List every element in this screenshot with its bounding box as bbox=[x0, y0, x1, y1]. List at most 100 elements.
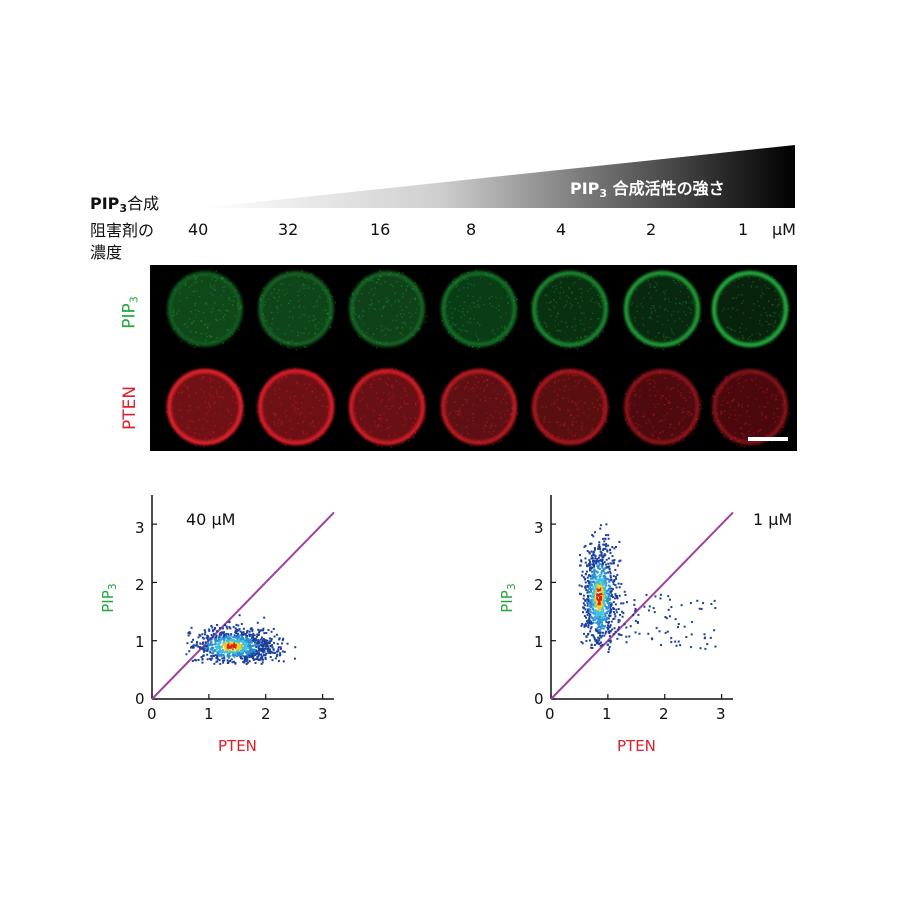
pten-cell-speckle bbox=[763, 406, 765, 408]
pip3-cell-speckle bbox=[166, 312, 169, 315]
scatter-point bbox=[213, 628, 216, 631]
scatter-point bbox=[217, 638, 220, 641]
scatter-point bbox=[601, 602, 604, 605]
scatter-point bbox=[599, 548, 602, 551]
pten-cell-speckle bbox=[492, 443, 495, 446]
scatter-point bbox=[227, 646, 230, 649]
scatter-point bbox=[602, 575, 605, 578]
pip3-cell-speckle bbox=[677, 310, 679, 313]
scatter-point bbox=[246, 658, 249, 661]
scatter-point bbox=[609, 551, 612, 554]
pip3-cell-speckle bbox=[313, 306, 315, 308]
pten-cell-speckle bbox=[449, 384, 452, 386]
pten-cell-membrane bbox=[623, 368, 701, 446]
pip3-cell-speckle bbox=[330, 316, 332, 319]
scatter-point bbox=[248, 644, 251, 647]
pten-cell-speckle bbox=[477, 381, 480, 384]
pip3-cell-speckle bbox=[546, 334, 548, 336]
scatter-point bbox=[253, 641, 256, 644]
pten-cell-speckle bbox=[629, 408, 631, 410]
pip3-cell-speckle bbox=[569, 307, 572, 309]
pip3-cell-speckle bbox=[752, 309, 754, 312]
pten-cell-speckle bbox=[581, 425, 583, 427]
pten-cell-speckle bbox=[388, 443, 390, 445]
pip3-cell-speckle bbox=[303, 306, 305, 308]
scatter-point bbox=[248, 635, 251, 638]
scatter-point bbox=[232, 625, 235, 628]
pip3-cell-speckle bbox=[730, 336, 732, 338]
pten-cell-speckle bbox=[738, 404, 740, 407]
pten-cell-speckle bbox=[483, 430, 486, 433]
pten-cell-speckle bbox=[781, 421, 783, 424]
scatter-point bbox=[596, 610, 599, 613]
pip3-cell-speckle bbox=[579, 336, 582, 339]
scatter-point bbox=[219, 633, 222, 636]
scatter-point bbox=[286, 642, 289, 645]
pten-cell-speckle bbox=[483, 380, 485, 383]
scatter-point bbox=[599, 587, 602, 590]
pip3-cell-speckle bbox=[566, 300, 568, 303]
scatter-point bbox=[277, 660, 280, 663]
scatter-point bbox=[227, 656, 230, 659]
scatter-point bbox=[583, 604, 586, 607]
pip3-cell-speckle bbox=[196, 281, 198, 284]
pip3-cell-speckle bbox=[513, 304, 515, 306]
pten-cell-speckle bbox=[388, 435, 391, 437]
pten-cell-speckle bbox=[270, 434, 273, 436]
pten-cell-speckle bbox=[761, 418, 763, 421]
scatter-point bbox=[590, 580, 593, 583]
pten-cell-speckle bbox=[579, 441, 581, 444]
pip3-cell-speckle bbox=[545, 322, 547, 325]
pip3-cell-speckle bbox=[211, 287, 214, 289]
pip3-cell-speckle bbox=[643, 297, 645, 299]
pip3-cell-speckle bbox=[263, 319, 265, 322]
scatter-point bbox=[583, 624, 586, 627]
pten-cell-speckle bbox=[558, 407, 561, 410]
scatter-point bbox=[240, 640, 243, 643]
scatter-point bbox=[254, 644, 257, 647]
pip3-cell-speckle bbox=[196, 344, 198, 346]
pten-cell-speckle bbox=[652, 414, 654, 416]
scatter-point bbox=[242, 633, 245, 636]
pip3-cell-speckle bbox=[425, 315, 428, 318]
pten-cell-speckle bbox=[186, 434, 188, 437]
pten-cell-speckle bbox=[455, 387, 457, 389]
pip3-cell-speckle bbox=[172, 311, 175, 313]
pten-cell-speckle bbox=[263, 426, 266, 429]
pip3-cell-membrane bbox=[531, 270, 609, 348]
pip3-cell-speckle bbox=[288, 340, 291, 343]
pip3-cell-speckle bbox=[368, 291, 370, 294]
scatter-point bbox=[231, 645, 234, 648]
pten-cell-speckle bbox=[294, 395, 296, 397]
pten-cell-speckle bbox=[294, 440, 297, 443]
scatter-point bbox=[257, 639, 260, 642]
pten-cell-speckle bbox=[302, 421, 304, 423]
scatter-point bbox=[618, 586, 621, 589]
row-label-pip3-main: PIP bbox=[119, 303, 140, 329]
scatter-point bbox=[617, 626, 620, 629]
pten-cell-speckle bbox=[294, 367, 296, 370]
scatter-point bbox=[594, 595, 597, 598]
pten-cell-speckle bbox=[649, 389, 651, 391]
scatter-point bbox=[241, 657, 244, 660]
pten-cell-speckle bbox=[183, 384, 186, 387]
scatter-point bbox=[593, 590, 596, 593]
scatter-point bbox=[609, 630, 612, 633]
pten-cell-speckle bbox=[329, 420, 332, 422]
scatter-point bbox=[263, 641, 266, 644]
pip3-cell-speckle bbox=[378, 308, 381, 310]
pten-cell-speckle bbox=[406, 394, 408, 396]
scatter-point bbox=[586, 584, 589, 587]
scatter-point bbox=[611, 628, 614, 631]
pten-cell-speckle bbox=[723, 410, 726, 412]
scatter-point bbox=[580, 559, 583, 562]
plot1-ytick-0: 0 bbox=[534, 690, 544, 708]
scatter-point bbox=[629, 625, 632, 628]
pten-cell-speckle bbox=[685, 399, 687, 402]
scatter-point bbox=[253, 652, 256, 655]
scatter-point bbox=[599, 527, 602, 530]
pten-cell-speckle bbox=[570, 414, 572, 416]
scatter-point bbox=[590, 577, 593, 580]
pten-cell-speckle bbox=[226, 431, 229, 434]
pip3-cell-speckle bbox=[647, 331, 649, 333]
